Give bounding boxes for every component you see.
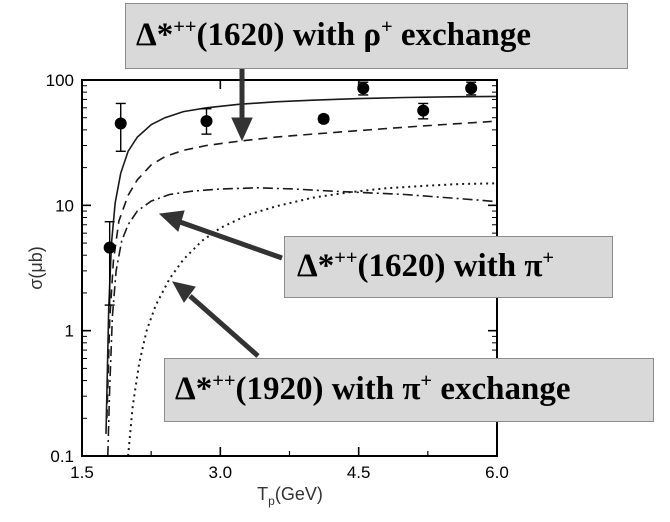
arrow-pi-1620-head bbox=[158, 210, 185, 232]
arrow-rho-exchange-head bbox=[231, 117, 253, 142]
x-axis-label: Tp(GeV) bbox=[257, 484, 323, 508]
arrow-pi-1620 bbox=[179, 219, 283, 261]
y-tick-label: 10 bbox=[55, 196, 74, 215]
y-axis-label: σ(μb) bbox=[26, 246, 46, 289]
data-point bbox=[465, 82, 478, 95]
x-tick-label: 3.0 bbox=[209, 463, 233, 482]
callout-arrows bbox=[158, 68, 283, 358]
y-tick-label: 100 bbox=[46, 71, 74, 90]
callout-pi-1920-exchange: Δ*++(1920) with π+ exchange bbox=[164, 358, 654, 422]
data-point bbox=[200, 115, 213, 128]
data-point bbox=[417, 104, 430, 117]
x-tick-label: 4.5 bbox=[347, 463, 371, 482]
series-line-1 bbox=[105, 95, 497, 434]
y-tick-label: 0.1 bbox=[50, 447, 74, 466]
arrow-pi-1920 bbox=[188, 294, 260, 358]
series-line-4 bbox=[127, 182, 497, 456]
data-point bbox=[114, 117, 127, 130]
x-tick-label: 1.5 bbox=[70, 463, 94, 482]
series-line-2 bbox=[106, 120, 497, 419]
arrow-pi-1920-head bbox=[172, 281, 196, 303]
data-point bbox=[103, 241, 116, 254]
chart-marks bbox=[103, 81, 497, 456]
data-point bbox=[357, 82, 370, 95]
callout-pi-1620: Δ*++(1620) with π+ bbox=[284, 236, 613, 298]
axis-ticks: 1.5 3.0 4.5 6.0 0.1 1 10 100 bbox=[46, 71, 509, 482]
x-tick-label: 6.0 bbox=[485, 463, 509, 482]
callout-rho-exchange: Δ*++(1620) with ρ+ exchange bbox=[125, 3, 628, 69]
data-point bbox=[317, 112, 330, 125]
series-line-3 bbox=[107, 186, 497, 456]
y-tick-label: 1 bbox=[65, 322, 74, 341]
